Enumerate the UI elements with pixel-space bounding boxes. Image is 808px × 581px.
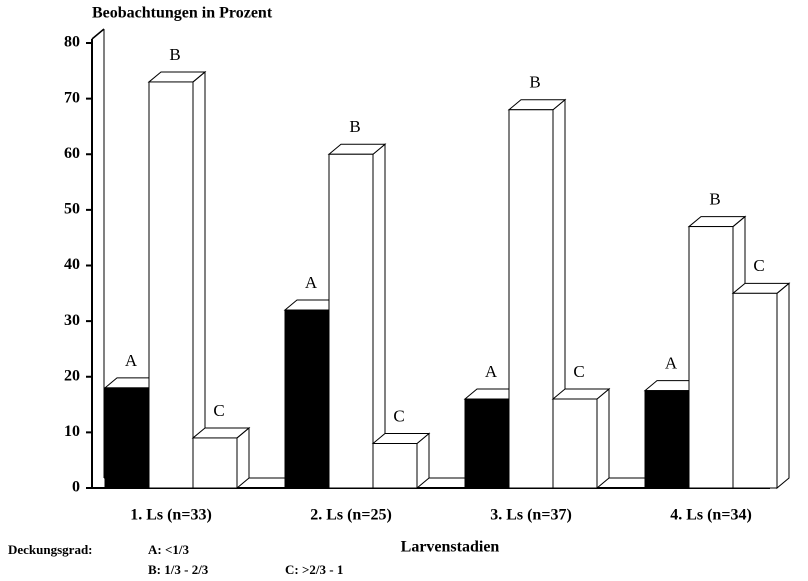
bar-letter: B bbox=[349, 117, 360, 136]
bar bbox=[644, 390, 690, 489]
bar-letter: A bbox=[125, 351, 138, 370]
x-tick-label: 1. Ls (n=33) bbox=[130, 507, 212, 524]
x-tick-label: 4. Ls (n=34) bbox=[670, 507, 752, 524]
bar-side bbox=[596, 387, 610, 490]
bar-letter: B bbox=[169, 45, 180, 64]
y-tick-label: 40 bbox=[64, 256, 80, 273]
x-axis-label: Larvenstadien bbox=[401, 539, 500, 556]
x-tick-label: 2. Ls (n=25) bbox=[310, 507, 392, 524]
legend-item: A: <1/3 bbox=[148, 542, 189, 557]
y-tick-label: 70 bbox=[64, 89, 80, 106]
bar bbox=[552, 398, 598, 489]
bar-letter: A bbox=[485, 362, 498, 381]
y-tick-label: 20 bbox=[64, 367, 80, 384]
x-tick-label: 3. Ls (n=37) bbox=[490, 507, 572, 524]
bar-letter: B bbox=[709, 189, 720, 208]
bar-side bbox=[192, 70, 206, 490]
chart-title: Beobachtungen in Prozent bbox=[92, 5, 273, 22]
bar-letter: C bbox=[213, 401, 224, 420]
bar-side bbox=[776, 282, 790, 490]
y-tick-label: 10 bbox=[64, 423, 80, 440]
bar bbox=[328, 153, 374, 489]
bar bbox=[732, 292, 778, 489]
back-wall-edge bbox=[91, 28, 105, 40]
bar-letter: A bbox=[665, 354, 678, 373]
y-tick-label: 50 bbox=[64, 201, 80, 218]
y-tick-label: 60 bbox=[64, 145, 80, 162]
bar bbox=[508, 109, 554, 489]
bar-letter: C bbox=[573, 362, 584, 381]
bar bbox=[148, 81, 194, 489]
bar-letter: C bbox=[393, 406, 404, 425]
bar-letter: A bbox=[305, 273, 318, 292]
legend-item: B: 1/3 - 2/3 bbox=[148, 562, 209, 577]
bar bbox=[284, 309, 330, 489]
bar bbox=[688, 226, 734, 489]
bar-letter: C bbox=[753, 256, 764, 275]
y-tick-label: 30 bbox=[64, 312, 80, 329]
bar-letter: B bbox=[529, 73, 540, 92]
y-tick-label: 80 bbox=[64, 34, 80, 51]
bar bbox=[464, 398, 510, 489]
bar bbox=[372, 443, 418, 489]
y-tick-label: 0 bbox=[72, 479, 80, 496]
legend-item: C: >2/3 - 1 bbox=[285, 562, 343, 577]
legend-title: Deckungsgrad: bbox=[8, 542, 93, 557]
bar bbox=[192, 437, 238, 489]
bar bbox=[104, 387, 150, 489]
